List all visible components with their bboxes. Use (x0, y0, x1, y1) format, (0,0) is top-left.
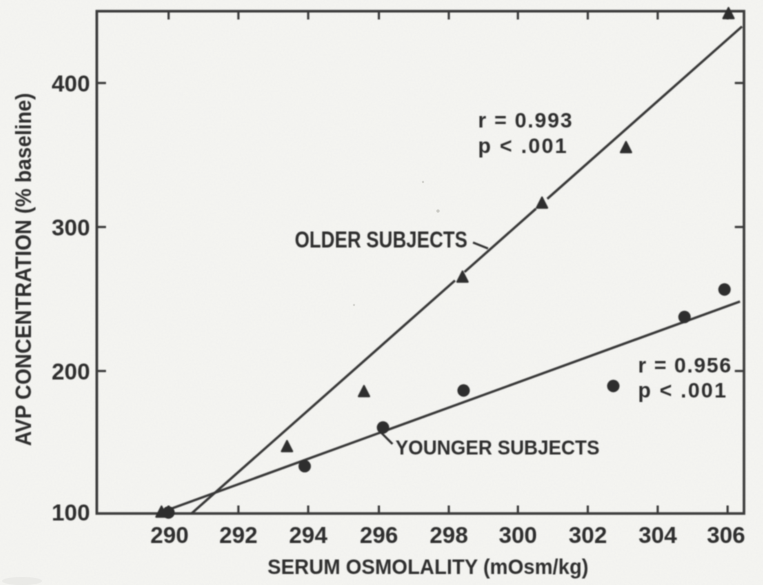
svg-text:304: 304 (639, 522, 678, 548)
svg-text:p < .001: p < .001 (478, 135, 567, 158)
svg-text:298: 298 (430, 522, 469, 548)
svg-text:294: 294 (289, 522, 328, 548)
svg-text:300: 300 (499, 522, 537, 548)
svg-text:AVP CONCENTRATION (% baseline): AVP CONCENTRATION (% baseline) (11, 93, 36, 446)
svg-text:300: 300 (52, 214, 90, 240)
svg-text:292: 292 (219, 522, 257, 548)
svg-text:306: 306 (707, 522, 745, 548)
svg-text:r = 0.993: r = 0.993 (478, 110, 572, 133)
svg-text:SERUM OSMOLALITY (mOsm/kg): SERUM OSMOLALITY (mOsm/kg) (268, 556, 589, 579)
svg-text:OLDER SUBJECTS: OLDER SUBJECTS (295, 227, 468, 253)
svg-text:p < .001: p < .001 (638, 380, 726, 403)
svg-text:YOUNGER SUBJECTS: YOUNGER SUBJECTS (396, 438, 600, 460)
svg-text:290: 290 (150, 522, 188, 548)
svg-text:400: 400 (52, 70, 90, 96)
svg-text:r = 0.956: r = 0.956 (638, 355, 731, 378)
svg-text:100: 100 (52, 499, 90, 525)
svg-text:302: 302 (569, 522, 607, 548)
svg-text:200: 200 (52, 358, 90, 384)
svg-text:296: 296 (360, 522, 398, 548)
